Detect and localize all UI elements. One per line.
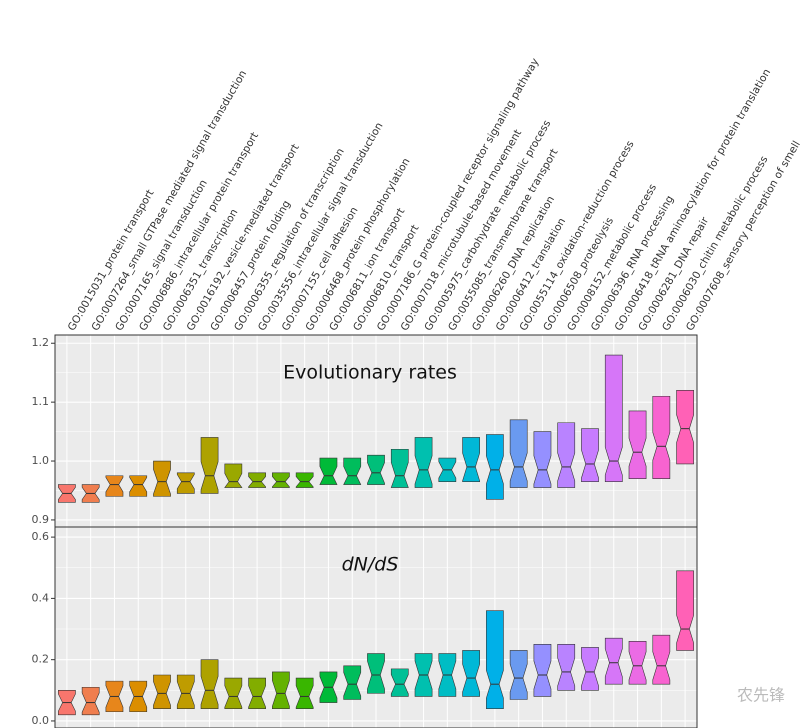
box bbox=[676, 390, 694, 465]
box bbox=[224, 677, 243, 709]
box bbox=[390, 448, 409, 488]
watermark: 农先锋 bbox=[737, 686, 785, 705]
box bbox=[200, 437, 219, 494]
box bbox=[153, 674, 171, 709]
box bbox=[272, 671, 290, 709]
box bbox=[200, 659, 219, 709]
box bbox=[486, 434, 504, 500]
box bbox=[295, 472, 314, 488]
panel-border bbox=[54, 526, 698, 728]
box bbox=[319, 457, 338, 485]
box bbox=[272, 472, 290, 488]
panel-title: dN/dS bbox=[342, 554, 399, 576]
box bbox=[462, 650, 480, 697]
box bbox=[533, 644, 552, 697]
box bbox=[414, 437, 433, 488]
box bbox=[295, 677, 314, 709]
box bbox=[652, 395, 671, 480]
box bbox=[557, 644, 576, 691]
box bbox=[343, 457, 362, 485]
box bbox=[343, 665, 362, 700]
y-tick-label: 0.9 bbox=[32, 513, 50, 526]
box bbox=[367, 454, 385, 485]
box bbox=[105, 475, 124, 497]
box bbox=[509, 650, 528, 700]
y-tick-label: 0.0 bbox=[32, 714, 50, 727]
box bbox=[129, 475, 148, 497]
box bbox=[628, 640, 647, 685]
y-tick-label: 0.6 bbox=[32, 530, 50, 543]
box bbox=[604, 637, 623, 685]
box bbox=[248, 677, 266, 709]
box bbox=[509, 419, 528, 488]
box bbox=[176, 472, 195, 494]
box bbox=[390, 668, 409, 697]
box bbox=[676, 570, 694, 651]
y-tick-label: 0.2 bbox=[32, 653, 50, 666]
box bbox=[557, 422, 576, 488]
x-tick-label: GO:0006030_chitin metabolic process bbox=[660, 154, 770, 333]
y-tick-label: 1.2 bbox=[32, 336, 50, 349]
box bbox=[153, 460, 171, 497]
box bbox=[581, 647, 599, 691]
box bbox=[367, 653, 385, 694]
y-tick-label: 0.4 bbox=[32, 591, 50, 604]
box bbox=[176, 674, 195, 709]
box bbox=[533, 431, 552, 488]
box bbox=[604, 354, 623, 482]
box bbox=[224, 463, 243, 488]
box bbox=[486, 610, 504, 709]
box bbox=[628, 410, 647, 480]
y-tick-label: 1.0 bbox=[32, 454, 50, 467]
box bbox=[248, 472, 266, 488]
box bbox=[652, 634, 671, 685]
box bbox=[462, 437, 480, 482]
box bbox=[581, 428, 599, 482]
panel-title: Evolutionary rates bbox=[283, 362, 457, 384]
box bbox=[81, 686, 100, 716]
y-tick-label: 1.1 bbox=[32, 395, 50, 408]
